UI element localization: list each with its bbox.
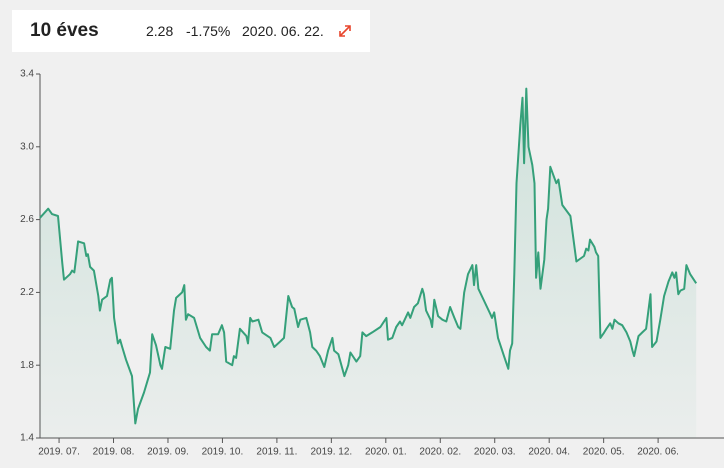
area [40, 88, 697, 438]
title: 10 éves [30, 20, 99, 41]
x-tick-label: 2020. 04. [528, 447, 570, 458]
x-tick-label: 2019. 12. [310, 447, 352, 458]
value: 2.28 [146, 23, 174, 39]
x-tick-label: 2019. 08. [93, 447, 135, 458]
x-tick-label: 2020. 03. [474, 447, 516, 458]
y-tick-label: 2.6 [20, 214, 34, 225]
x-tick-label: 2020. 02. [419, 447, 461, 458]
header: 10 éves 2.28 -1.75% 2020. 06. 22. [12, 10, 370, 52]
x-tick-label: 2020. 01. [365, 447, 407, 458]
y-tick-label: 2.2 [20, 287, 34, 298]
x-tick-label: 2020. 05. [583, 447, 625, 458]
date: 2020. 06. 22. [242, 23, 324, 39]
change: -1.75% [186, 23, 231, 39]
y-tick-label: 1.4 [20, 433, 34, 444]
expand-icon[interactable] [338, 24, 352, 38]
y-tick-label: 3.0 [20, 141, 34, 152]
y-tick-label: 1.8 [20, 360, 34, 371]
x-tick-label: 2020. 06. [637, 447, 679, 458]
line [39, 87, 698, 425]
y-tick-label: 3.4 [20, 69, 34, 80]
x-tick-label: 2019. 10. [202, 447, 244, 458]
x-tick-label: 2019. 11. [256, 447, 297, 458]
x-tick-label: 2019. 09. [147, 447, 189, 458]
x-tick-label: 2019. 07. [38, 447, 80, 458]
